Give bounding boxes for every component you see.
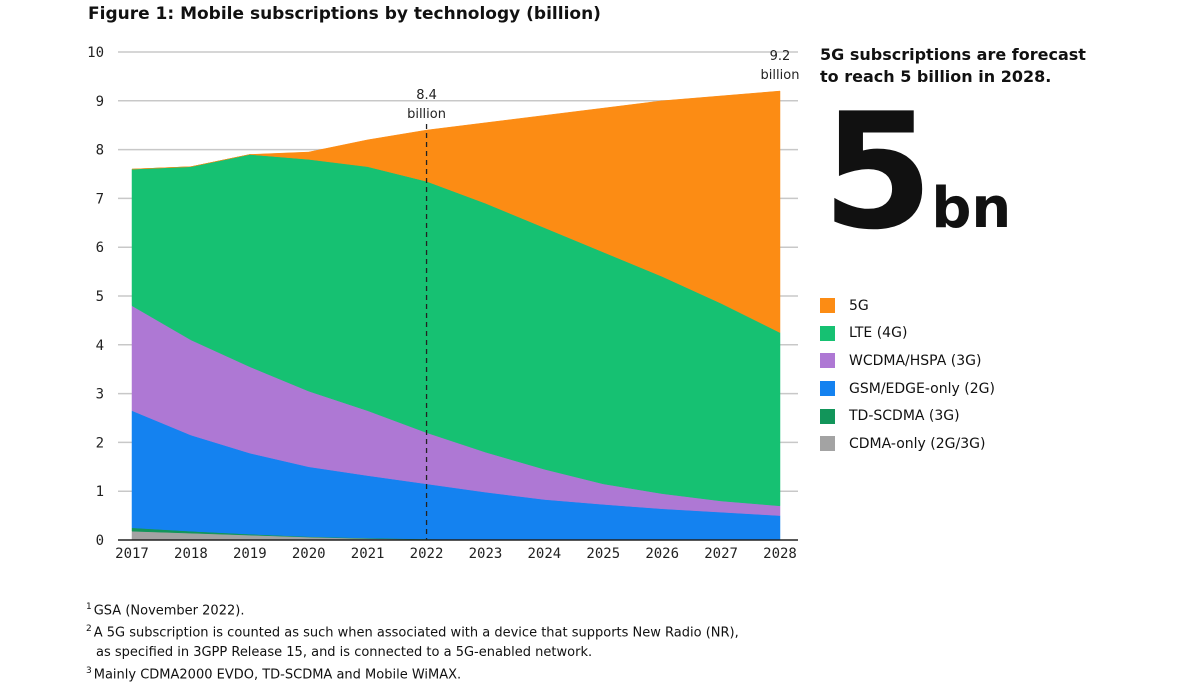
legend-label: TD-SCDMA (3G) <box>849 408 960 425</box>
headline-line-1: 5G subscriptions are forecast <box>820 45 1086 64</box>
legend: 5G LTE (4G) WCDMA/HSPA (3G) GSM/EDGE-only (… <box>820 292 995 458</box>
x-tick-label: 2018 <box>174 546 208 562</box>
legend-label: WCDMA/HSPA (3G) <box>849 352 982 369</box>
legend-item: LTE (4G) <box>820 320 995 348</box>
legend-label: GSM/EDGE-only (2G) <box>849 380 995 397</box>
footnote-mark: 3 <box>86 665 92 676</box>
annotation-value: 9.2 <box>770 49 791 64</box>
x-tick-label: 2019 <box>233 546 267 562</box>
legend-label: 5G <box>849 297 869 314</box>
area-5g <box>131 90 781 334</box>
annotation-unit: billion <box>761 68 800 83</box>
y-tick-label: 4 <box>96 338 104 354</box>
legend-swatch <box>820 325 835 341</box>
y-tick-label: 6 <box>96 240 104 256</box>
y-tick-label: 1 <box>96 484 104 500</box>
legend-item: WCDMA/HSPA (3G) <box>820 347 995 375</box>
footnote-mark: 1 <box>86 602 92 612</box>
x-tick-label: 2028 <box>763 546 797 562</box>
x-tick-label: 2023 <box>469 546 503 562</box>
x-tick-label: 2026 <box>645 546 679 562</box>
x-tick-label: 2020 <box>292 546 326 562</box>
legend-swatch <box>820 298 835 314</box>
x-tick-label: 2022 <box>410 546 444 562</box>
y-tick-label: 7 <box>96 191 104 207</box>
legend-label: LTE (4G) <box>849 325 908 342</box>
y-tick-label: 8 <box>96 143 104 159</box>
annotation-unit: billion <box>407 107 446 122</box>
legend-item: 5G <box>820 292 995 320</box>
x-tick-label: 2025 <box>586 546 620 562</box>
legend-swatch <box>820 408 835 424</box>
big-stat: 5bn <box>822 92 1011 252</box>
footnote: 1 GSA (November 2022). <box>86 598 739 620</box>
big-stat-unit: bn <box>931 176 1012 241</box>
legend-swatch <box>820 353 835 369</box>
legend-item: GSM/EDGE-only (2G) <box>820 375 995 403</box>
x-tick-label: 2024 <box>528 546 562 562</box>
y-tick-label: 3 <box>96 387 104 403</box>
legend-item: TD-SCDMA (3G) <box>820 402 995 430</box>
footnote: 3 Mainly CDMA2000 EVDO, TD-SCDMA and Mobi… <box>86 662 739 684</box>
footnote-text: as specified in 3GPP Release 15, and is … <box>96 644 593 660</box>
x-tick-label: 2021 <box>351 546 385 562</box>
x-tick-label: 2017 <box>115 546 149 562</box>
footnote-text: Mainly CDMA2000 EVDO, TD-SCDMA and Mobil… <box>93 666 462 682</box>
callout-headline: 5G subscriptions are forecast to reach 5… <box>820 44 1086 88</box>
footnote: as specified in 3GPP Release 15, and is … <box>86 643 739 662</box>
footnote-mark: 2 <box>86 624 92 635</box>
chart-title: Figure 1: Mobile subscriptions by techno… <box>88 4 601 24</box>
legend-item: CDMA-only (2G/3G) <box>820 430 995 458</box>
y-tick-label: 2 <box>96 435 104 451</box>
footnote-text: GSA (November 2022). <box>93 603 245 619</box>
legend-swatch <box>820 381 835 397</box>
legend-swatch <box>820 436 835 452</box>
big-stat-number: 5 <box>822 78 933 265</box>
footnotes: 1 GSA (November 2022). 2 A 5G subscription … <box>86 598 739 684</box>
legend-label: CDMA-only (2G/3G) <box>849 435 986 452</box>
y-tick-label: 9 <box>96 94 104 110</box>
headline-line-2: to reach 5 billion in 2028. <box>820 67 1052 86</box>
annotation-value: 8.4 <box>416 88 437 103</box>
x-tick-label: 2027 <box>704 546 738 562</box>
footnote-text: A 5G subscription is counted as such whe… <box>93 625 739 641</box>
y-tick-label: 0 <box>96 533 104 549</box>
y-tick-label: 5 <box>96 289 104 305</box>
y-tick-label: 10 <box>87 45 104 61</box>
